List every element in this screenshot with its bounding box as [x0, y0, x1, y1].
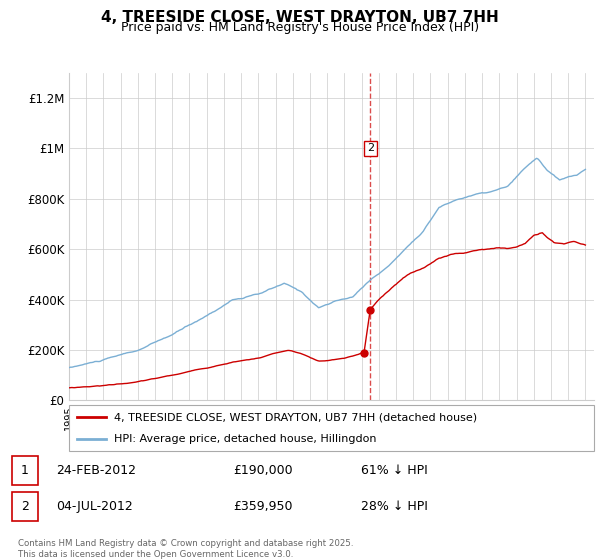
Text: £359,950: £359,950 [233, 500, 293, 513]
Text: 2: 2 [21, 500, 29, 513]
Text: Contains HM Land Registry data © Crown copyright and database right 2025.
This d: Contains HM Land Registry data © Crown c… [18, 539, 353, 559]
Text: 1: 1 [21, 464, 29, 477]
FancyBboxPatch shape [69, 405, 594, 451]
Text: Price paid vs. HM Land Registry's House Price Index (HPI): Price paid vs. HM Land Registry's House … [121, 21, 479, 34]
Text: 4, TREESIDE CLOSE, WEST DRAYTON, UB7 7HH (detached house): 4, TREESIDE CLOSE, WEST DRAYTON, UB7 7HH… [113, 412, 477, 422]
Text: 24-FEB-2012: 24-FEB-2012 [56, 464, 136, 477]
Text: 04-JUL-2012: 04-JUL-2012 [56, 500, 133, 513]
Text: 4, TREESIDE CLOSE, WEST DRAYTON, UB7 7HH: 4, TREESIDE CLOSE, WEST DRAYTON, UB7 7HH [101, 10, 499, 25]
Text: HPI: Average price, detached house, Hillingdon: HPI: Average price, detached house, Hill… [113, 435, 376, 444]
Text: 2: 2 [367, 143, 374, 153]
FancyBboxPatch shape [12, 456, 38, 484]
Text: £190,000: £190,000 [233, 464, 293, 477]
Text: 28% ↓ HPI: 28% ↓ HPI [361, 500, 428, 513]
FancyBboxPatch shape [12, 492, 38, 521]
Text: 61% ↓ HPI: 61% ↓ HPI [361, 464, 428, 477]
